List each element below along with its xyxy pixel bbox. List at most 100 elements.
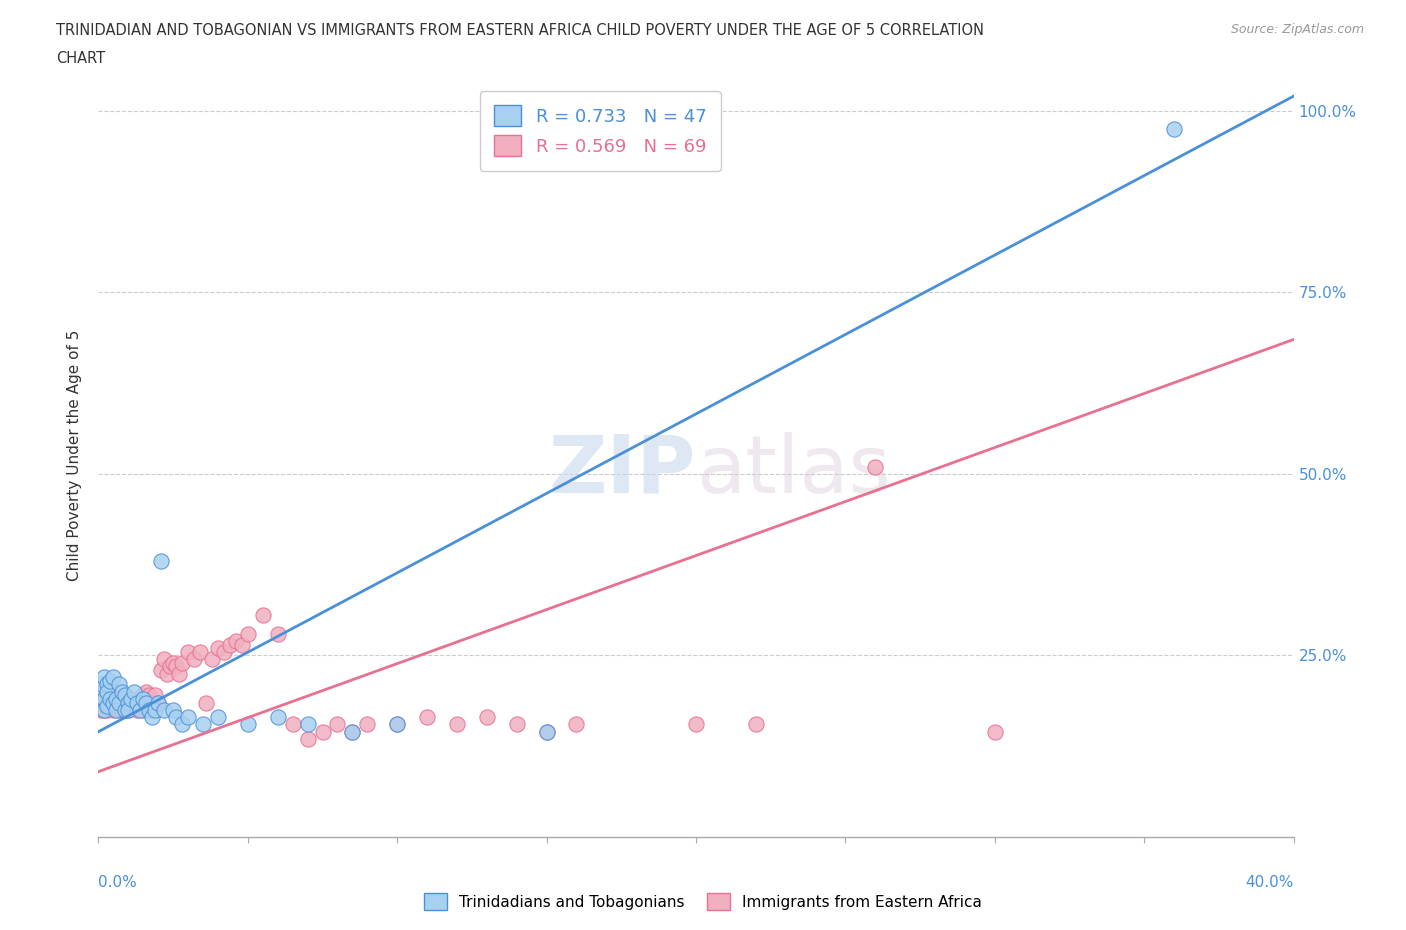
Point: [143, 688, 166, 703]
Point: [127, 696, 149, 711]
Point: [108, 677, 131, 692]
Point: [111, 702, 134, 717]
Point: [135, 696, 157, 711]
Point: [93, 698, 115, 713]
Point: [114, 702, 136, 717]
Point: [117, 702, 139, 717]
Text: 40.0%: 40.0%: [1246, 875, 1294, 890]
Point: [96, 677, 118, 692]
Legend: R = 0.733   N = 47, R = 0.569   N = 69: R = 0.733 N = 47, R = 0.569 N = 69: [479, 91, 721, 171]
Point: [111, 684, 134, 699]
Point: [159, 658, 181, 673]
Point: [93, 702, 115, 717]
Point: [183, 652, 205, 667]
Point: [167, 666, 190, 681]
Point: [153, 652, 176, 667]
Y-axis label: Child Poverty Under the Age of 5: Child Poverty Under the Age of 5: [67, 330, 83, 581]
Point: [141, 696, 163, 711]
Point: [93, 702, 115, 717]
Point: [105, 698, 128, 713]
Point: [111, 696, 134, 711]
Point: [117, 702, 139, 717]
Point: [105, 692, 128, 707]
Point: [326, 717, 349, 732]
Point: [114, 702, 136, 717]
Point: [148, 696, 170, 711]
Point: [188, 644, 211, 659]
Point: [984, 724, 1007, 739]
Point: [148, 696, 170, 711]
Point: [219, 637, 242, 652]
Point: [297, 732, 319, 747]
Point: [108, 702, 131, 717]
Point: [120, 692, 142, 707]
Point: [506, 717, 529, 732]
Point: [100, 696, 122, 711]
Point: [124, 684, 146, 699]
Point: [385, 717, 409, 732]
Point: [96, 692, 118, 707]
Point: [132, 692, 155, 707]
Point: [236, 717, 259, 732]
Point: [103, 670, 125, 684]
Point: [201, 652, 224, 667]
Point: [114, 688, 136, 703]
Point: [191, 717, 214, 732]
Point: [150, 553, 173, 568]
Point: [311, 724, 333, 739]
Point: [117, 696, 139, 711]
Point: [105, 696, 128, 711]
Point: [177, 710, 200, 724]
Point: [120, 698, 142, 713]
Point: [281, 717, 304, 732]
Point: [90, 677, 112, 692]
Point: [93, 670, 115, 684]
Point: [93, 692, 115, 707]
Point: [162, 702, 184, 717]
Point: [565, 717, 588, 732]
Point: [342, 724, 364, 739]
Point: [100, 698, 122, 713]
Point: [135, 684, 157, 699]
Point: [267, 626, 290, 641]
Point: [446, 717, 468, 732]
Point: [207, 641, 229, 656]
Point: [172, 656, 194, 671]
Point: [745, 717, 768, 732]
Point: [297, 717, 319, 732]
Point: [1163, 122, 1185, 137]
Point: [385, 717, 409, 732]
Point: [207, 710, 229, 724]
Text: 0.0%: 0.0%: [98, 875, 138, 890]
Point: [117, 696, 139, 711]
Point: [124, 696, 146, 711]
Point: [165, 710, 187, 724]
Point: [138, 688, 160, 703]
Point: [865, 459, 887, 474]
Point: [162, 656, 184, 671]
Point: [177, 644, 200, 659]
Point: [90, 702, 112, 717]
Point: [100, 673, 122, 688]
Text: TRINIDADIAN AND TOBAGONIAN VS IMMIGRANTS FROM EASTERN AFRICA CHILD POVERTY UNDER: TRINIDADIAN AND TOBAGONIAN VS IMMIGRANTS…: [56, 23, 984, 38]
Point: [103, 702, 125, 717]
Point: [342, 724, 364, 739]
Point: [225, 633, 247, 648]
Point: [108, 692, 131, 707]
Point: [141, 710, 163, 724]
Point: [356, 717, 378, 732]
Point: [96, 698, 118, 713]
Point: [135, 696, 157, 711]
Point: [132, 702, 155, 717]
Point: [536, 724, 558, 739]
Point: [90, 684, 112, 699]
Point: [129, 696, 152, 711]
Legend: Trinidadians and Tobagonians, Immigrants from Eastern Africa: Trinidadians and Tobagonians, Immigrants…: [416, 885, 990, 918]
Point: [105, 702, 128, 717]
Point: [103, 696, 125, 711]
Point: [416, 710, 439, 724]
Point: [96, 702, 118, 717]
Point: [267, 710, 290, 724]
Point: [165, 658, 187, 673]
Point: [195, 696, 218, 711]
